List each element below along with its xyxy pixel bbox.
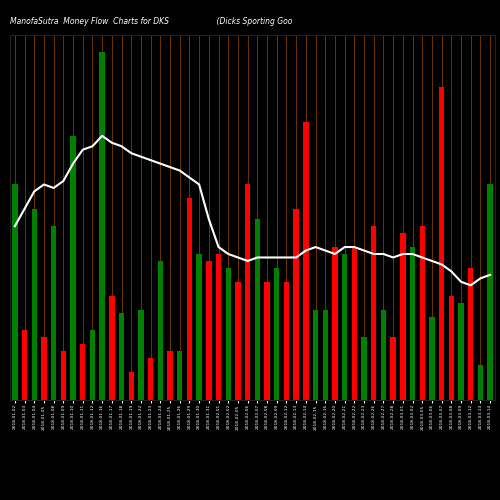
Bar	[245, 184, 250, 400]
Bar	[51, 226, 57, 400]
Bar	[381, 310, 386, 400]
Bar	[313, 310, 318, 400]
Text: ManofaSutra  Money Flow  Charts for DKS                    (Dicks Sporting Goo: ManofaSutra Money Flow Charts for DKS (D…	[10, 18, 292, 26]
Bar	[430, 316, 434, 400]
Bar	[128, 372, 134, 400]
Bar	[420, 226, 425, 400]
Bar	[216, 254, 221, 400]
Bar	[322, 310, 328, 400]
Bar	[274, 268, 280, 400]
Bar	[109, 296, 114, 400]
Bar	[12, 184, 18, 400]
Bar	[138, 310, 143, 400]
Bar	[187, 198, 192, 400]
Bar	[458, 302, 464, 400]
Bar	[488, 184, 493, 400]
Bar	[439, 87, 444, 400]
Bar	[70, 136, 76, 400]
Bar	[332, 247, 338, 400]
Bar	[352, 247, 357, 400]
Bar	[32, 209, 37, 400]
Bar	[371, 226, 376, 400]
Bar	[226, 268, 231, 400]
Bar	[390, 338, 396, 400]
Bar	[100, 52, 105, 400]
Bar	[342, 254, 347, 400]
Bar	[294, 209, 299, 400]
Bar	[60, 352, 66, 400]
Bar	[22, 330, 27, 400]
Bar	[196, 254, 202, 400]
Bar	[264, 282, 270, 400]
Bar	[254, 219, 260, 400]
Bar	[90, 330, 95, 400]
Bar	[400, 233, 406, 400]
Bar	[148, 358, 154, 400]
Bar	[410, 247, 415, 400]
Bar	[448, 296, 454, 400]
Bar	[468, 268, 473, 400]
Bar	[236, 282, 240, 400]
Bar	[119, 313, 124, 400]
Bar	[158, 261, 163, 400]
Bar	[206, 261, 212, 400]
Bar	[80, 344, 86, 400]
Bar	[42, 338, 46, 400]
Bar	[362, 338, 366, 400]
Bar	[303, 122, 308, 400]
Bar	[478, 365, 483, 400]
Bar	[168, 352, 172, 400]
Bar	[284, 282, 289, 400]
Bar	[177, 352, 182, 400]
